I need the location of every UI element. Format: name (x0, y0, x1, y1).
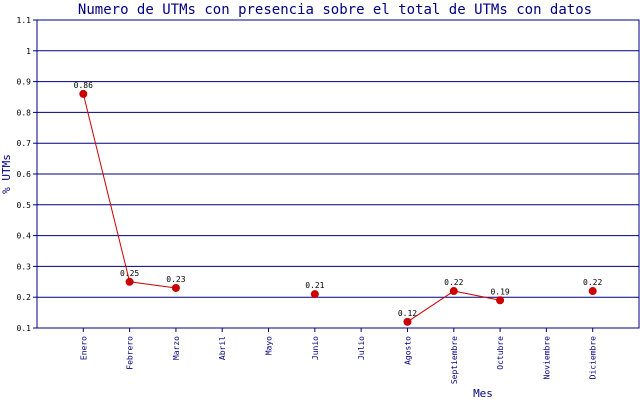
x-tick-label: Abril (218, 336, 227, 360)
data-point (125, 277, 134, 286)
data-point (496, 296, 505, 305)
series-line (453, 290, 501, 301)
data-point (449, 287, 458, 296)
x-tick-label: Diciembre (589, 336, 598, 380)
y-tick-label: 0.9 (17, 78, 32, 87)
y-tick-label: 0.1 (17, 324, 32, 333)
x-tick-label: Marzo (172, 336, 181, 360)
data-point (171, 283, 180, 292)
x-tick-label: Enero (79, 336, 88, 360)
plot-area: 0.1 0.2 0.3 0.4 0.5 0.6 0.7 0.8 0.9 1 1.1 Enero Febr… (17, 16, 640, 384)
x-tick-label: Febrero (126, 336, 135, 370)
y-tick-label: 0.3 (17, 262, 32, 271)
plot-frame (36, 19, 640, 329)
data-label: 0.86 (74, 81, 93, 90)
chart-title: Numero de UTMs con presencia sobre el to… (78, 2, 592, 18)
data-label: 0.22 (444, 278, 463, 287)
y-axis-label: % UTMs (0, 154, 13, 194)
y-tick-label: 1 (26, 47, 31, 56)
y-tick-label: 0.5 (17, 201, 32, 210)
data-label: 0.25 (120, 269, 139, 278)
y-tick-label: 0.7 (17, 139, 32, 148)
y-tick-label: 0.6 (17, 170, 32, 179)
y-tick-label: 1.1 (17, 16, 32, 25)
data-label: 0.22 (583, 278, 602, 287)
x-tick-label: Noviembre (542, 336, 551, 380)
data-point (588, 287, 597, 296)
x-tick-label: Junio (311, 336, 320, 360)
x-tick-label: Agosto (403, 336, 412, 365)
x-axis-label: Mes (473, 387, 493, 400)
x-tick-label: Julio (357, 336, 366, 360)
data-point (79, 89, 88, 98)
data-label: 0.23 (166, 275, 185, 284)
y-tick-label: 0.4 (17, 232, 32, 241)
data-label: 0.12 (398, 309, 417, 318)
series-line (407, 290, 455, 323)
x-tick-label: Octubre (496, 336, 505, 370)
data-point (403, 317, 412, 326)
series-line (129, 281, 176, 289)
x-tick-label: Mayo (265, 336, 274, 355)
series-line (82, 93, 131, 282)
y-tick-label: 0.2 (17, 293, 32, 302)
x-tick-label: Septiembre (450, 336, 459, 384)
y-tick-label: 0.8 (17, 108, 32, 117)
data-point (310, 290, 319, 299)
data-label: 0.21 (305, 281, 324, 290)
data-label: 0.19 (490, 287, 509, 296)
